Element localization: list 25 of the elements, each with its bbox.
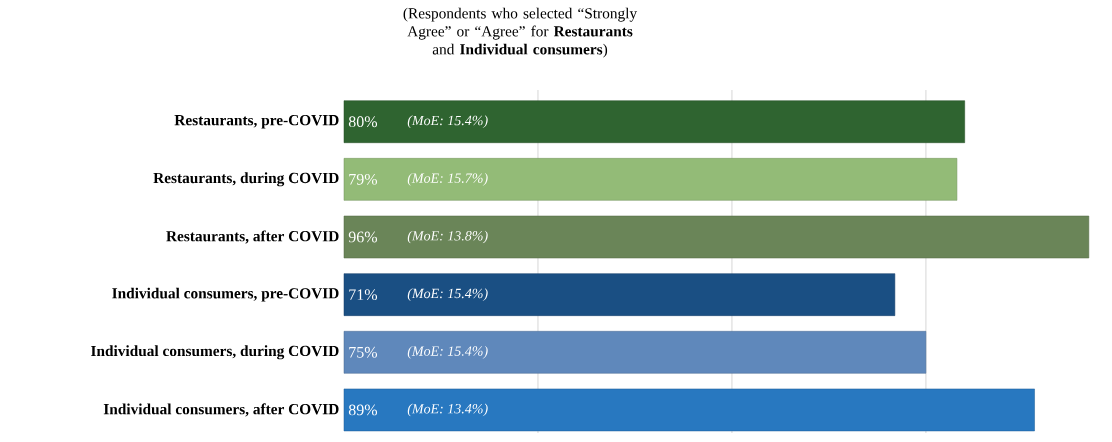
bar: [343, 330, 927, 374]
annotation: (MoE: 13.8%): [407, 230, 488, 244]
data-label: 75%: [349, 346, 378, 358]
bar: [343, 215, 1090, 259]
y-tick-label: Individual consumers, after COVID: [103, 403, 339, 417]
data-label: 96%: [348, 231, 378, 243]
chart-title: (Respondents who selected “Strongly Agree” or “Agree” for Restaurants and Individual consumers): [403, 7, 638, 58]
data-label: 89%: [348, 404, 378, 416]
y-tick-label: Individual consumers, pre-COVID: [112, 287, 339, 302]
y-tick-label: Restaurants, after COVID: [166, 230, 339, 244]
data-label: 71%: [349, 289, 378, 300]
annotation: (MoE: 15.7%): [407, 172, 488, 186]
annotation: (MoE: 15.4%): [407, 345, 488, 359]
y-tick-label: Restaurants, during COVID: [153, 172, 339, 187]
bar: [343, 158, 958, 201]
y-tick-label: Restaurants, pre-COVID: [174, 114, 339, 129]
bar: [343, 388, 1035, 432]
annotation: (MoE: 15.4%): [407, 115, 488, 128]
bar: [343, 100, 965, 143]
bar: [343, 273, 896, 316]
data-label: 79%: [349, 173, 378, 185]
y-tick-label: Individual consumers, during COVID: [91, 345, 339, 360]
annotation: (MoE: 15.4%): [407, 288, 488, 301]
data-label: 80%: [348, 116, 378, 128]
annotation: (MoE: 13.4%): [407, 403, 488, 417]
